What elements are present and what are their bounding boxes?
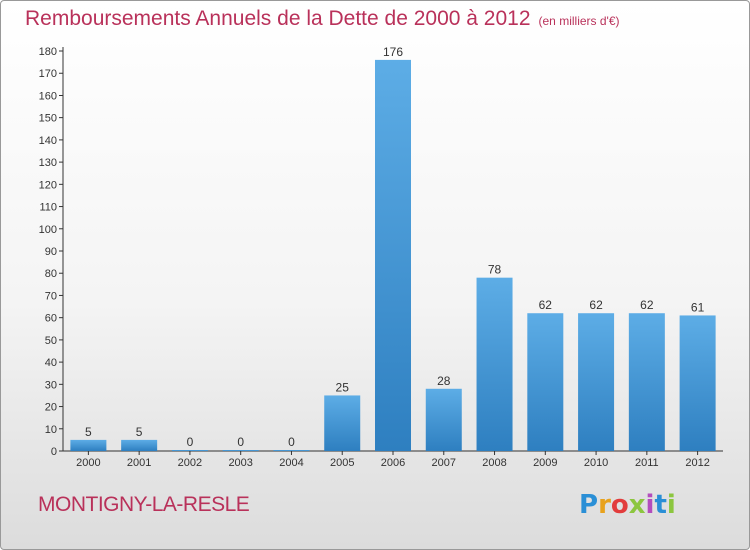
bar-value-label: 25 <box>336 380 350 394</box>
bar-value-label: 28 <box>437 374 451 388</box>
bar <box>578 313 615 451</box>
logo-letter: r <box>598 490 611 520</box>
y-tick-label: 150 <box>39 113 57 125</box>
x-tick-label: 2006 <box>381 457 405 469</box>
x-tick-label: 2005 <box>330 457 354 469</box>
bar-value-label: 61 <box>691 300 705 314</box>
commune-name: MONTIGNY-LA-RESLE <box>38 493 250 516</box>
bar-value-label: 5 <box>85 425 92 439</box>
chart-title-text: Remboursements Annuels de la Dette de 20… <box>25 7 531 30</box>
x-tick-label: 2000 <box>76 457 100 469</box>
y-tick-label: 120 <box>39 179 57 191</box>
bar-value-label: 0 <box>288 435 295 449</box>
x-tick-label: 2002 <box>178 457 202 469</box>
y-tick-label: 140 <box>39 135 57 147</box>
bar <box>425 388 462 451</box>
y-tick-label: 180 <box>39 46 57 58</box>
bar <box>324 395 361 451</box>
bar <box>476 277 513 451</box>
y-tick-label: 160 <box>39 90 57 102</box>
logo-letter: i <box>645 490 655 520</box>
bar <box>70 439 107 451</box>
x-tick-label: 2011 <box>635 457 659 469</box>
logo-letter: x <box>628 490 646 520</box>
bar <box>273 450 310 451</box>
x-tick-label: 2004 <box>279 457 303 469</box>
bar <box>628 313 665 451</box>
x-tick-label: 2008 <box>482 457 506 469</box>
y-tick-label: 100 <box>39 224 57 236</box>
bar-value-label: 62 <box>539 298 553 312</box>
x-tick-label: 2003 <box>228 457 252 469</box>
logo-letter: t <box>654 490 667 520</box>
logo-letter: o <box>610 490 629 520</box>
y-tick-label: 130 <box>39 157 57 169</box>
y-tick-label: 10 <box>45 424 57 436</box>
bar <box>222 450 259 451</box>
y-tick-label: 40 <box>45 357 57 369</box>
x-tick-label: 2010 <box>584 457 608 469</box>
bar <box>679 315 716 451</box>
x-tick-label: 2001 <box>127 457 151 469</box>
bar-value-label: 0 <box>187 435 194 449</box>
x-tick-label: 2007 <box>432 457 456 469</box>
logo-letter: P <box>579 490 599 520</box>
bar <box>121 439 158 451</box>
chart-title: Remboursements Annuels de la Dette de 20… <box>25 7 620 31</box>
bar-value-label: 62 <box>589 298 603 312</box>
y-tick-label: 170 <box>39 68 57 80</box>
bar-value-label: 62 <box>640 298 654 312</box>
x-tick-label: 2012 <box>685 457 709 469</box>
y-tick-label: 60 <box>45 313 57 325</box>
bar <box>375 59 411 452</box>
bar-value-label: 5 <box>136 425 143 439</box>
bar <box>527 313 564 451</box>
y-tick-label: 50 <box>45 335 57 347</box>
bar-value-label: 78 <box>488 263 502 277</box>
chart-unit: (en milliers d'€) <box>538 14 620 28</box>
y-tick-label: 90 <box>45 246 57 258</box>
y-tick-label: 0 <box>51 446 57 458</box>
y-tick-label: 30 <box>45 379 57 391</box>
y-tick-label: 20 <box>45 402 57 414</box>
bar <box>171 450 208 451</box>
bar-value-label: 0 <box>237 435 244 449</box>
y-tick-label: 70 <box>45 290 57 302</box>
x-tick-label: 2009 <box>533 457 557 469</box>
y-tick-label: 80 <box>45 268 57 280</box>
y-tick-label: 110 <box>39 202 57 214</box>
bar-value-label: 176 <box>383 45 403 59</box>
logo-letter: i <box>666 490 676 520</box>
proxiti-logo: Proxiti <box>579 490 676 520</box>
